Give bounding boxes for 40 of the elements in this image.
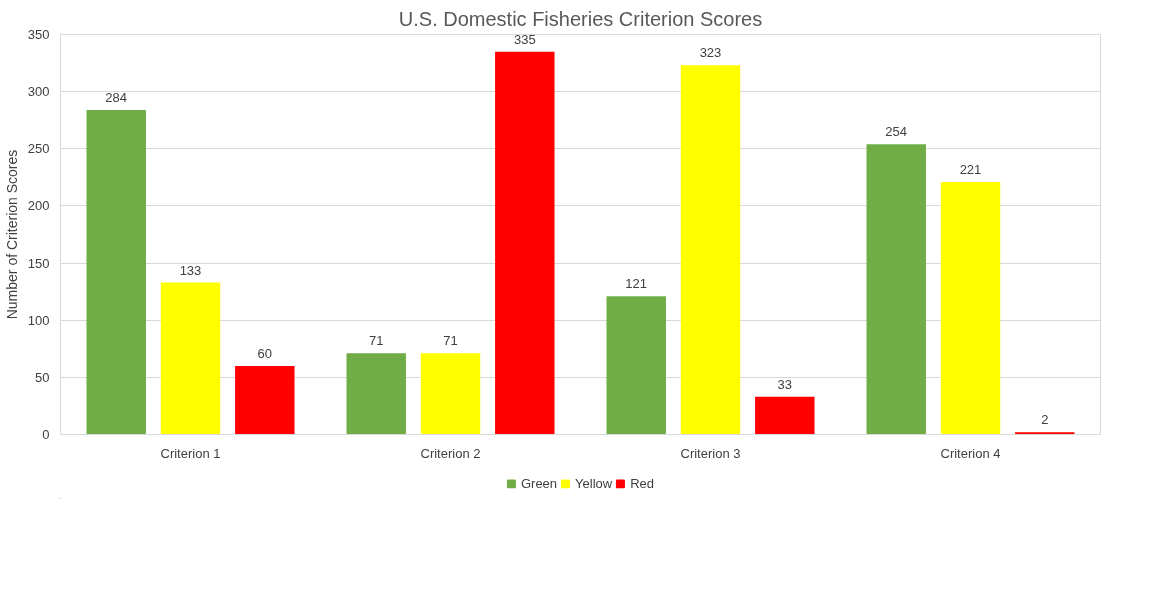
- data-label: 254: [885, 124, 908, 140]
- bar: [755, 396, 815, 435]
- bar: [495, 51, 555, 435]
- data-label: 221: [959, 161, 982, 177]
- chart-title: U.S. Domestic Fisheries Criterion Scores: [398, 7, 763, 30]
- x-tick-label: Criterion 2: [420, 445, 481, 461]
- x-tick-label: Criterion 4: [940, 445, 1001, 461]
- data-label: 2: [1041, 412, 1049, 428]
- legend-label: Red: [630, 475, 655, 491]
- data-label: 335: [513, 31, 536, 47]
- bar: [940, 181, 1001, 435]
- bar: [606, 296, 666, 435]
- data-label: 60: [257, 345, 273, 361]
- legend-label: Yellow: [575, 475, 613, 491]
- data-label: 71: [443, 333, 458, 349]
- data-label: 121: [625, 276, 648, 292]
- y-tick-label: 250: [27, 141, 50, 157]
- bar: [86, 109, 146, 435]
- legend-label: Green: [520, 475, 558, 491]
- y-tick-label: 350: [27, 27, 50, 42]
- y-tick-label: 300: [27, 84, 50, 100]
- bar: [235, 365, 295, 435]
- data-label: 133: [179, 262, 202, 278]
- y-tick-label: 0: [42, 427, 50, 442]
- x-tick-label: Criterion 1: [160, 445, 221, 461]
- bar: [680, 65, 741, 435]
- bar: [866, 144, 926, 435]
- y-tick-label: 150: [27, 255, 50, 271]
- data-label: 71: [368, 333, 384, 349]
- data-label: 323: [699, 45, 722, 61]
- bar: [420, 353, 481, 435]
- y-tick-label: 200: [27, 198, 50, 214]
- data-label: 33: [777, 376, 793, 392]
- bar: [160, 282, 221, 435]
- bar: [346, 353, 406, 435]
- data-label: 284: [105, 89, 128, 105]
- y-tick-label: 100: [27, 312, 50, 328]
- y-tick-label: 50: [35, 369, 50, 385]
- y-axis-title: Number of Criterion Scores: [3, 149, 20, 320]
- x-tick-label: Criterion 3: [680, 445, 741, 461]
